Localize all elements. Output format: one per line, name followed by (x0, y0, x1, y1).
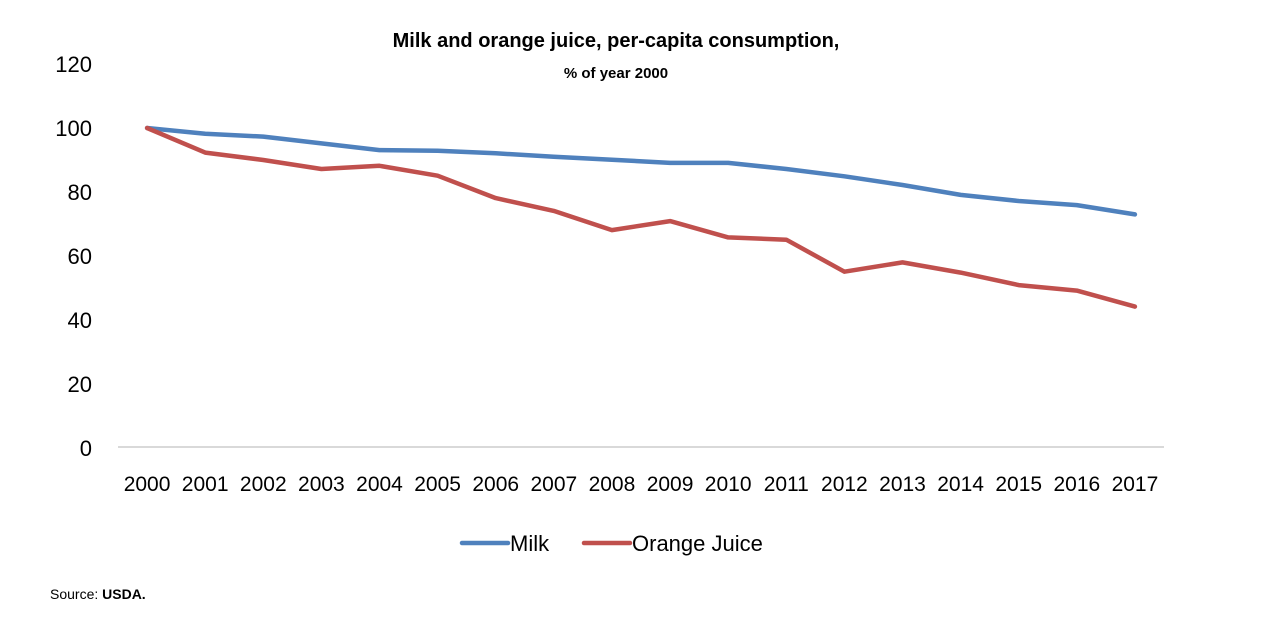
legend-label: Milk (510, 531, 550, 556)
series-line-orange-juice (144, 125, 1138, 309)
chart-title: Milk and orange juice, per-capita consum… (393, 30, 840, 52)
x-tick-label: 2001 (182, 473, 229, 496)
y-tick-label: 60 (68, 244, 92, 269)
y-tick-label: 40 (68, 308, 92, 333)
x-tick-label: 2004 (356, 473, 403, 496)
legend-label: Orange Juice (632, 531, 763, 556)
x-tick-label: 2015 (995, 473, 1042, 496)
y-tick-label: 120 (55, 52, 92, 77)
y-tick-label: 80 (68, 180, 92, 205)
source-prefix: Source: (50, 586, 103, 602)
series-group (144, 125, 1138, 309)
y-axis: 0 20 40 60 80 100 120 (55, 52, 92, 461)
x-tick-label: 2012 (821, 473, 868, 496)
x-tick-label: 2017 (1112, 473, 1159, 496)
x-tick-label: 2003 (298, 473, 345, 496)
chart-subtitle: % of year 2000 (564, 65, 668, 82)
x-tick-label: 2006 (472, 473, 519, 496)
x-tick-label: 2010 (705, 473, 752, 496)
x-tick-label: 2013 (879, 473, 926, 496)
x-tick-label: 2016 (1053, 473, 1100, 496)
x-tick-label: 2002 (240, 473, 287, 496)
x-tick-label: 2011 (764, 473, 809, 496)
x-tick-label: 2005 (414, 473, 461, 496)
y-tick-label: 0 (80, 436, 92, 461)
x-axis: 2000 2001 2002 2003 2004 2005 2006 2007 2008 2009… (124, 473, 1159, 496)
x-tick-label: 2007 (530, 473, 577, 496)
legend-item: Milk (459, 531, 550, 556)
legend: Milk Orange Juice (459, 531, 763, 556)
series-line-milk (144, 125, 1138, 217)
source-name: USDA. (102, 586, 146, 602)
y-tick-label: 100 (55, 116, 92, 141)
x-tick-label: 2008 (589, 473, 636, 496)
y-tick-label: 20 (68, 372, 92, 397)
legend-item: Orange Juice (581, 531, 763, 556)
x-tick-label: 2014 (937, 473, 984, 496)
x-tick-label: 2000 (124, 473, 171, 496)
x-tick-label: 2009 (647, 473, 694, 496)
source-note: Source: USDA. (50, 586, 146, 602)
